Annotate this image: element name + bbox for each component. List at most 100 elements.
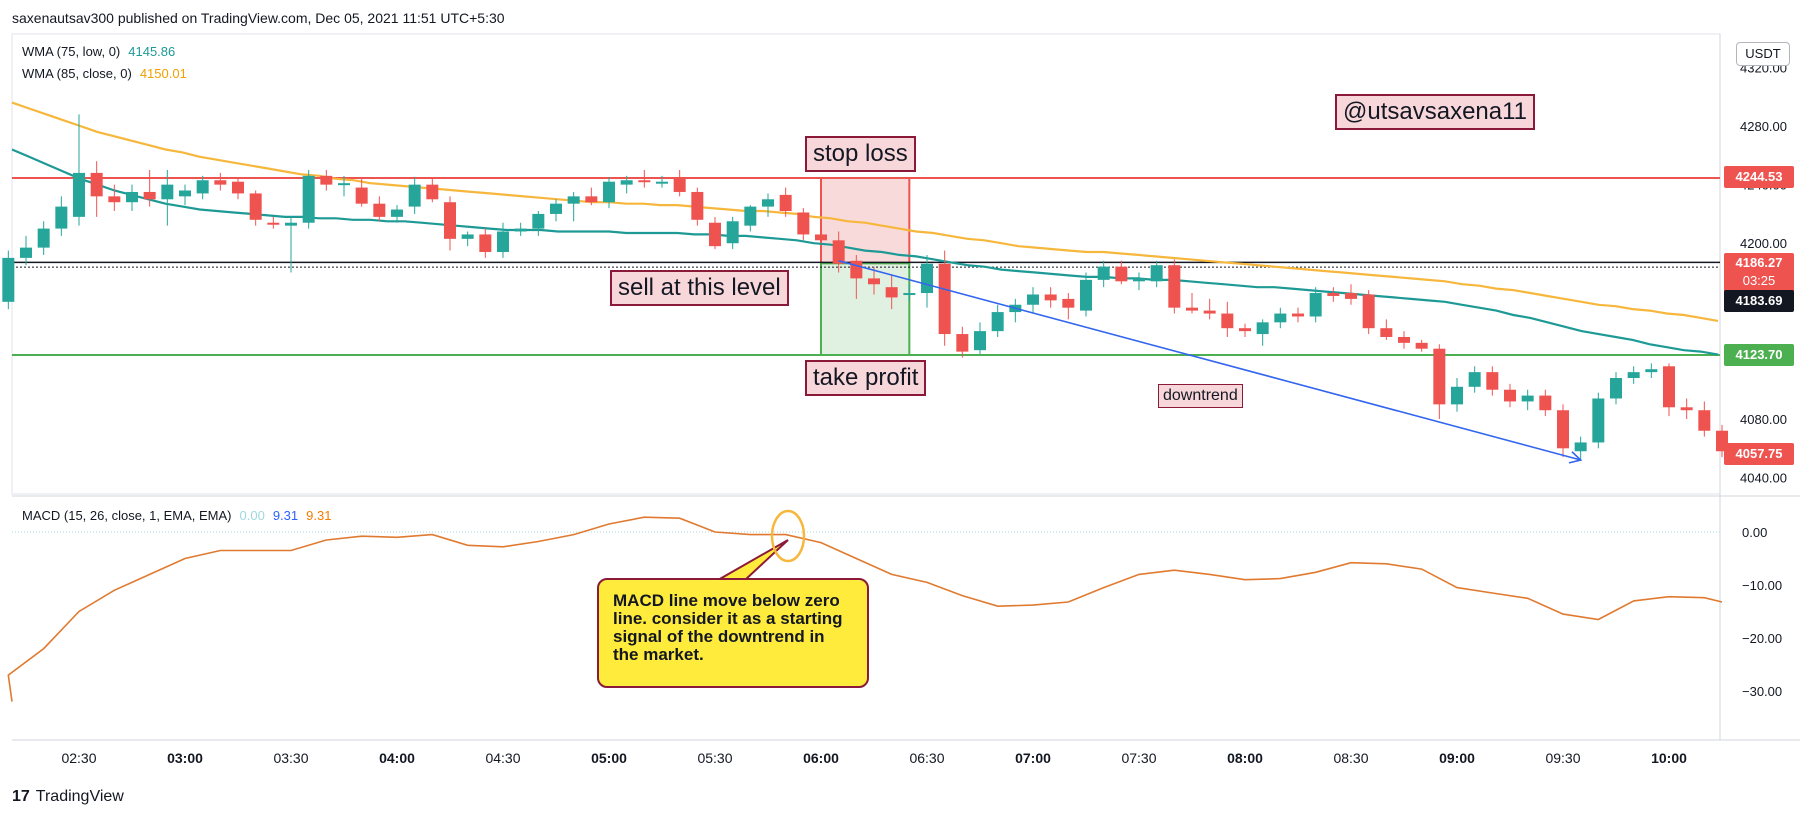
candle-body — [514, 228, 527, 232]
candle-body — [1610, 377, 1622, 399]
wma75-legend: WMA (75, low, 0) 4145.86 — [22, 44, 175, 59]
candle-body — [903, 293, 916, 296]
candle-body — [1539, 395, 1552, 411]
downtrend-arrow-head — [1568, 451, 1583, 464]
candle-body — [744, 206, 757, 226]
entry-price: 4186.27 — [1735, 255, 1783, 270]
candle-body — [444, 202, 456, 239]
wma85-label: WMA (85, close, 0) — [22, 66, 132, 81]
candle-body — [1274, 313, 1287, 323]
wma85-value: 4150.01 — [139, 66, 187, 81]
candle-body — [550, 203, 562, 214]
candle-body — [797, 212, 810, 235]
time-tick-label: 05:30 — [697, 750, 732, 766]
candle-body — [1433, 348, 1446, 405]
tradingview-brand[interactable]: 17 TradingView — [12, 788, 124, 806]
take-profit-annotation[interactable]: take profit — [805, 360, 927, 396]
time-tick-label: 02:30 — [61, 750, 96, 766]
candle-body — [1504, 389, 1516, 402]
candle-body — [1256, 322, 1269, 335]
candle-body — [143, 191, 156, 200]
candle-body — [1345, 293, 1357, 299]
take-profit-price-label: 4123.70 — [1724, 344, 1794, 366]
candle-body — [1521, 395, 1534, 402]
candle-body — [1698, 410, 1711, 431]
time-tick-label: 08:00 — [1227, 750, 1263, 766]
candle-body — [1150, 265, 1163, 282]
published-header: saxenautsav300 published on TradingView.… — [12, 10, 505, 26]
time-tick-label: 10:00 — [1651, 750, 1687, 766]
candle-body — [90, 172, 103, 197]
candle-body — [885, 287, 898, 298]
candle-body — [55, 206, 68, 229]
macd-value-1: 0.00 — [239, 508, 265, 523]
candle-body — [1133, 278, 1145, 282]
candle-body — [1645, 369, 1658, 373]
take-profit-zone — [820, 262, 911, 356]
candle-body — [956, 334, 969, 352]
candle-body — [1398, 336, 1410, 343]
sell-level-annotation[interactable]: sell at this level — [610, 270, 789, 306]
macd-label: MACD (15, 26, close, 1, EMA, EMA) — [22, 508, 232, 523]
price-tick-label: 4280.00 — [1740, 119, 1787, 134]
macd-note-callout[interactable]: MACD line move below zero line. consider… — [597, 578, 869, 688]
candle-body — [1027, 294, 1039, 305]
candle-body — [2, 257, 15, 302]
downtrend-arrow-line — [838, 260, 1581, 461]
candle-body — [126, 191, 138, 203]
currency-button[interactable]: USDT — [1736, 42, 1790, 66]
candle-body — [779, 194, 792, 212]
candle-body — [1239, 328, 1251, 332]
tradingview-logo-icon: 17 — [12, 788, 30, 805]
candle-body — [285, 222, 297, 226]
candle-body — [726, 221, 739, 244]
candle-body — [302, 175, 315, 223]
candle-body — [1115, 266, 1128, 282]
wma85-legend: WMA (85, close, 0) 4150.01 — [22, 66, 187, 81]
entry-price-label: 4186.27 03:25 — [1724, 253, 1794, 294]
time-tick-label: 06:00 — [803, 750, 839, 766]
candle-body — [37, 228, 50, 248]
candle-body — [1362, 294, 1375, 329]
time-tick-label: 03:30 — [273, 750, 308, 766]
candle-body — [1680, 407, 1693, 411]
candle-body — [161, 184, 174, 200]
candle-body — [567, 196, 580, 204]
macd-note-text: MACD line move below zero line. consider… — [613, 591, 843, 664]
wma75-value: 4145.86 — [128, 44, 176, 59]
candle-body — [179, 190, 191, 197]
candle-body — [1309, 293, 1322, 317]
time-tick-label: 05:00 — [591, 750, 627, 766]
countdown: 03:25 — [1742, 273, 1776, 288]
candle-body — [1627, 372, 1640, 378]
candle-body — [408, 184, 421, 207]
candle-body — [232, 181, 244, 194]
candle-body — [974, 331, 986, 351]
handle-annotation[interactable]: @utsavsaxena11 — [1335, 94, 1536, 130]
downtrend-annotation[interactable]: downtrend — [1158, 384, 1243, 408]
candle-body — [815, 234, 827, 241]
stop-loss-annotation[interactable]: stop loss — [805, 136, 916, 172]
price-tick-label: 4200.00 — [1740, 236, 1787, 251]
candle-body — [267, 222, 280, 225]
candle-body — [762, 199, 774, 207]
candle-body — [1451, 386, 1463, 405]
candle-body — [938, 263, 951, 335]
candle-body — [1327, 293, 1340, 296]
last-price-label: 4057.75 — [1724, 443, 1794, 465]
candle-body — [108, 196, 121, 203]
candle-body — [1415, 342, 1428, 349]
candle-body — [1203, 310, 1216, 314]
candle-body — [850, 260, 863, 279]
candle-body — [673, 178, 686, 192]
candle-body — [1186, 307, 1198, 311]
candle-body — [585, 196, 598, 203]
candle-body — [1574, 442, 1587, 452]
candle-body — [214, 180, 227, 185]
time-tick-label: 04:30 — [485, 750, 520, 766]
time-tick-label: 04:00 — [379, 750, 415, 766]
candle-body — [479, 234, 492, 253]
candle-body — [355, 187, 368, 204]
candle-body — [656, 181, 668, 184]
